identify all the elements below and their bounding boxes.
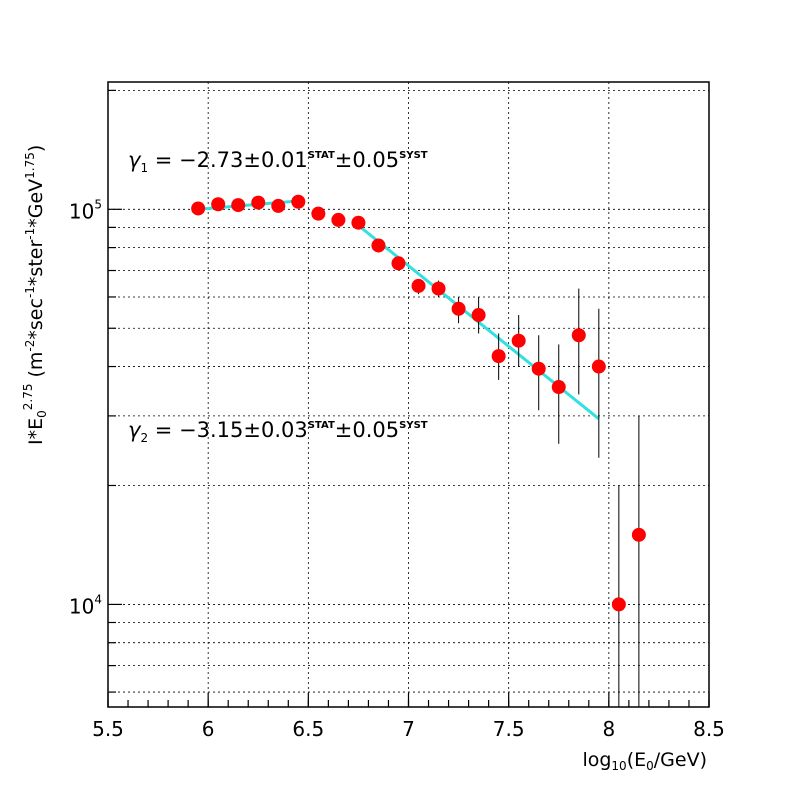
data-point — [411, 278, 426, 293]
data-point — [551, 380, 566, 395]
data-point — [351, 215, 366, 230]
x-tick-label: 7 — [402, 717, 415, 741]
data-point — [311, 206, 326, 221]
grid — [108, 82, 709, 707]
x-tick-label: 6.5 — [292, 717, 324, 741]
data-point — [431, 281, 446, 296]
data-point — [211, 197, 226, 212]
data-point — [291, 194, 306, 209]
data-points — [191, 194, 646, 612]
x-tick-label: 7.5 — [493, 717, 525, 741]
data-point — [571, 328, 586, 343]
y-tick-label: 104 — [69, 592, 102, 618]
data-point — [491, 349, 506, 364]
x-tick-label: 6 — [202, 717, 215, 741]
data-point — [371, 238, 386, 253]
y-tick-label: 105 — [69, 197, 102, 223]
data-point — [511, 333, 526, 348]
data-point — [531, 361, 546, 376]
data-point — [391, 256, 406, 271]
data-point — [271, 198, 286, 213]
data-point — [611, 597, 626, 612]
y-axis-title: I*E02.75 (m-2*sec-1*ster-1*GeV1.75) — [21, 145, 49, 445]
x-axis-title: log10(E0/GeV) — [582, 749, 707, 773]
gamma1-annotation: γ1 = −2.73±0.01STAT±0.05SYST — [128, 148, 428, 175]
data-point — [451, 301, 466, 316]
error-bars — [418, 279, 640, 707]
data-point — [331, 212, 346, 227]
x-tick-label: 8.5 — [693, 717, 725, 741]
data-point — [471, 308, 486, 323]
data-point — [231, 198, 246, 213]
data-point — [251, 195, 266, 210]
data-point — [591, 359, 606, 374]
data-point — [191, 201, 206, 216]
x-tick-label: 8 — [602, 717, 615, 741]
x-tick-label: 5.5 — [92, 717, 124, 741]
gamma2-annotation: γ2 = −3.15±0.03STAT±0.05SYST — [128, 418, 428, 445]
axis-ticks: 5.5 6 6.5 7 7.5 8 8.5 — [92, 89, 725, 741]
data-point — [631, 527, 646, 542]
